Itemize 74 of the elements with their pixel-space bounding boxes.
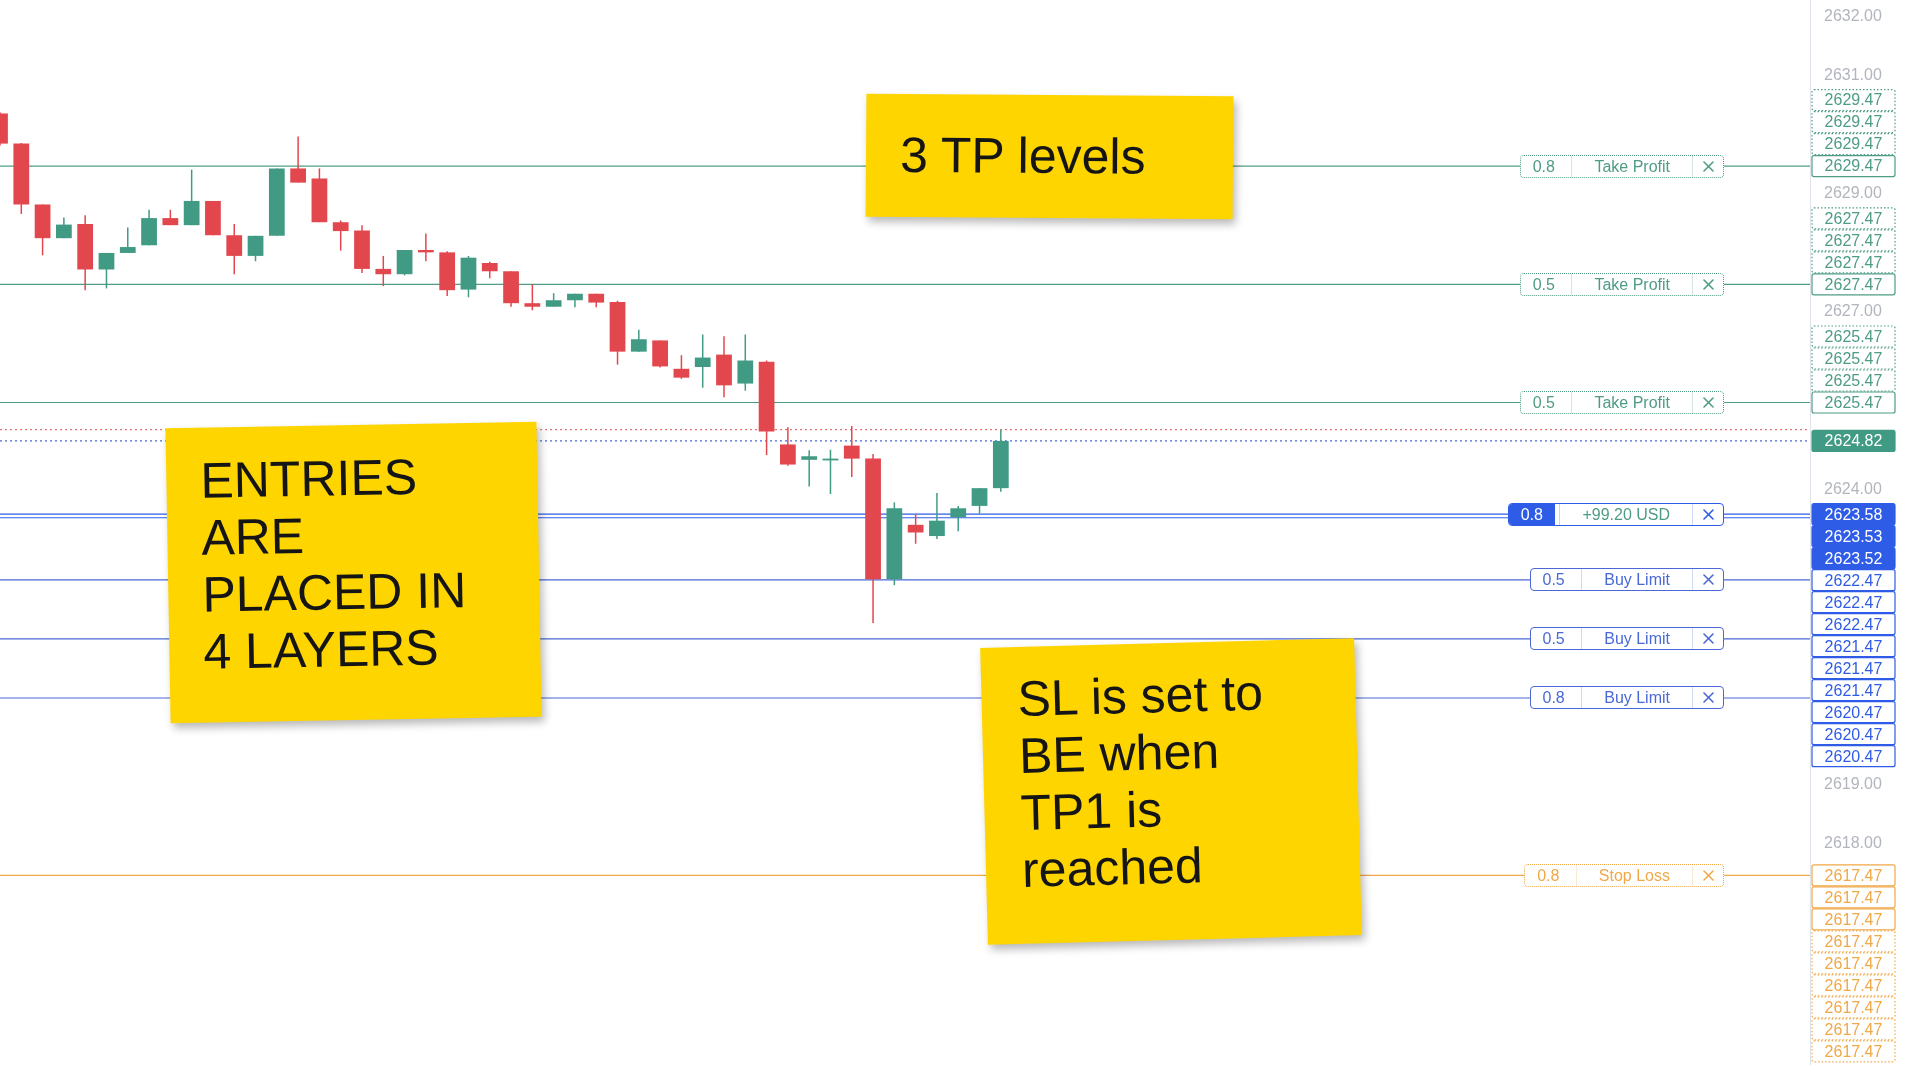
label-box: 0.8 Buy Limit: [1529, 686, 1724, 710]
candlestick: [950, 505, 967, 533]
label-box: 0.5 Take Profit: [1519, 272, 1724, 296]
y-tick-label: 2631.00: [1824, 66, 1882, 84]
text: 2617.47: [1824, 932, 1883, 950]
candlestick: [843, 425, 860, 478]
candlestick: [375, 255, 392, 287]
text: 2617.47: [1824, 954, 1883, 972]
text: 2625.47: [1824, 349, 1883, 367]
text: 2623.58: [1824, 505, 1883, 523]
candlestick: [630, 329, 647, 353]
text: 2627.47: [1824, 275, 1883, 293]
text: 2625.47: [1824, 327, 1883, 345]
text: 2617.47: [1824, 998, 1883, 1016]
annotation: SL is set to BE when TP1 is reached: [1016, 663, 1265, 899]
candlestick: [929, 492, 945, 540]
text: 2623.53: [1824, 527, 1883, 545]
text: 2620.47: [1824, 703, 1883, 721]
y-tick-label: 2618.00: [1824, 834, 1882, 852]
text: 2625.47: [1824, 393, 1883, 411]
text: 2629.47: [1824, 135, 1883, 153]
text: 2622.47: [1824, 571, 1883, 589]
text: 2621.47: [1824, 681, 1883, 699]
text: 2629.47: [1824, 113, 1883, 131]
text: 2617.47: [1824, 866, 1883, 884]
sticky-note: 3 TP levels: [865, 93, 1234, 220]
text: 2622.47: [1824, 615, 1883, 633]
text: 2629.47: [1824, 91, 1883, 109]
label-box: 0.5 Buy Limit: [1529, 627, 1724, 651]
candlestick: [119, 226, 136, 254]
y-tick-label: 2619.00: [1824, 775, 1882, 793]
y-tick-label: 2632.00: [1824, 6, 1882, 24]
candlestick: [780, 426, 796, 467]
text: 2627.47: [1824, 231, 1883, 249]
label-box: 0.8 +99.20 USD: [1507, 502, 1724, 526]
label-box: 0.5 Take Profit: [1519, 390, 1724, 414]
text: 2620.47: [1824, 747, 1883, 765]
candlestick: [332, 219, 349, 252]
text: 2621.47: [1824, 659, 1883, 677]
candlestick: [290, 135, 306, 184]
text: 2617.47: [1824, 976, 1883, 994]
text: 2621.47: [1824, 637, 1883, 655]
candlestick: [524, 283, 541, 312]
text: 2624.82: [1824, 432, 1883, 450]
text: 2617.47: [1824, 1042, 1883, 1060]
label-box: 0.8 Stop Loss: [1524, 863, 1724, 887]
y-tick-label: 2629.00: [1824, 184, 1882, 202]
sticky-note: SL is set to BE when TP1 is reached: [980, 638, 1362, 945]
sticky-note: ENTRIES ARE PLACED IN 4 LAYERS: [165, 421, 542, 724]
text: 2622.47: [1824, 593, 1883, 611]
candlestick: [247, 235, 264, 262]
text: 2617.47: [1824, 888, 1883, 906]
candlestick: [737, 333, 754, 392]
annotation: ENTRIES ARE PLACED IN 4 LAYERS: [199, 447, 468, 681]
label-box: 0.5 Buy Limit: [1529, 568, 1724, 592]
candlestick: [98, 252, 115, 290]
candlestick: [971, 487, 988, 515]
candlestick: [694, 333, 711, 389]
text: 2617.47: [1824, 910, 1883, 928]
candlestick: [226, 223, 243, 275]
label-box: 0.8 Take Profit: [1519, 154, 1724, 178]
text: 2623.52: [1824, 549, 1883, 567]
text: 2629.47: [1824, 157, 1883, 175]
y-tick-label: 2627.00: [1824, 302, 1882, 320]
text: 2617.47: [1824, 1020, 1883, 1038]
text: 2620.47: [1824, 725, 1883, 743]
text: 2625.47: [1824, 371, 1883, 389]
text: 2627.47: [1824, 253, 1883, 271]
candlestick: [801, 449, 818, 488]
candlestick: [673, 354, 690, 380]
annotation: 3 TP levels: [899, 126, 1146, 186]
text: 2627.47: [1824, 209, 1883, 227]
candlestick: [907, 513, 924, 545]
y-tick-label: 2624.00: [1824, 479, 1882, 497]
